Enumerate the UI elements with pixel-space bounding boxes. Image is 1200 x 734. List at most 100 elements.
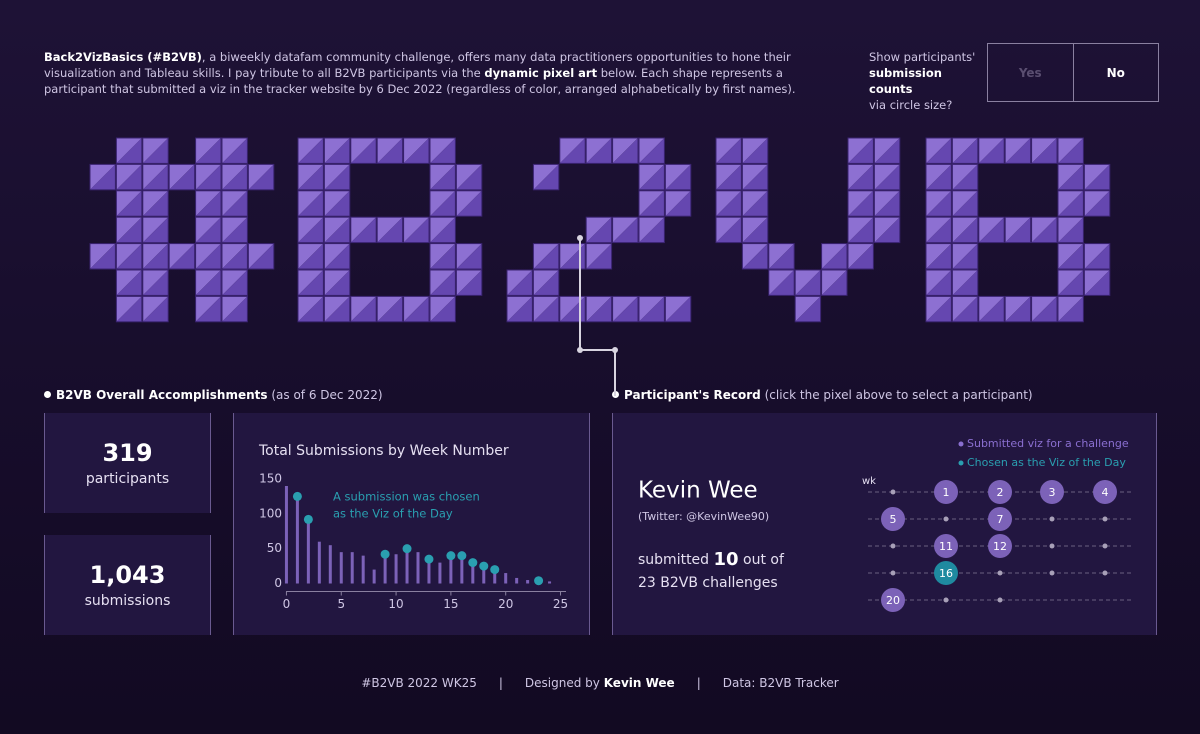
pixel[interactable] [715,163,742,191]
pixel[interactable] [664,295,692,323]
pixel[interactable] [585,243,613,270]
pixel[interactable] [612,295,639,323]
pixel[interactable] [715,137,742,164]
pixel[interactable] [741,137,769,164]
pixel[interactable] [115,163,143,191]
pixel[interactable] [559,243,586,270]
pixel[interactable] [195,137,222,164]
pixel[interactable] [1031,137,1058,164]
pixel[interactable] [585,216,613,244]
pixel[interactable] [638,295,665,323]
pixel[interactable] [195,269,222,296]
pixel[interactable] [429,137,456,164]
pixel[interactable] [925,269,952,296]
pixel[interactable] [1083,269,1111,296]
pixel[interactable] [115,295,143,323]
pixel[interactable] [664,190,692,217]
toggle-no[interactable]: No [1106,65,1125,80]
pixel[interactable] [951,163,979,191]
pixel[interactable] [429,216,456,244]
pixel[interactable] [1031,295,1058,323]
pixel[interactable] [221,190,248,217]
pixel[interactable] [323,137,351,164]
pixel[interactable] [455,190,483,217]
pixel[interactable] [323,295,351,323]
pixel[interactable] [1004,216,1032,244]
pixel[interactable] [925,190,952,217]
pixel[interactable] [142,216,169,244]
pixel[interactable] [925,243,952,270]
pixel[interactable] [455,243,483,270]
pixel[interactable] [585,295,613,323]
pixel[interactable] [951,137,979,164]
pixel[interactable] [115,137,143,164]
pixel[interactable] [297,190,324,217]
pixel[interactable] [323,216,351,244]
pixel[interactable] [142,295,169,323]
pixel[interactable] [1057,216,1084,244]
pixel[interactable] [142,243,169,270]
pixel[interactable] [1004,137,1032,164]
pixel[interactable] [297,163,324,191]
pixel[interactable] [89,243,116,270]
pixel[interactable] [403,137,430,164]
pixel[interactable] [741,216,769,244]
pixel[interactable] [403,216,430,244]
pixel[interactable] [1057,243,1084,270]
pixel[interactable] [142,137,169,164]
pixel[interactable] [847,216,874,244]
pixel[interactable] [873,137,901,164]
pixel[interactable] [978,295,1005,323]
pixel[interactable] [297,243,324,270]
pixel[interactable] [612,137,639,164]
pixel[interactable] [715,216,742,244]
pixel[interactable] [978,137,1005,164]
pixel[interactable] [741,190,769,217]
pixel[interactable] [951,269,979,296]
pixel[interactable] [429,295,456,323]
pixel[interactable] [1057,295,1084,323]
pixel[interactable] [297,216,324,244]
pixel[interactable] [741,243,769,270]
pixel[interactable] [951,190,979,217]
pixel[interactable] [297,295,324,323]
pixel[interactable] [638,216,665,244]
pixel[interactable] [821,269,848,296]
pixel[interactable] [532,295,560,323]
pixel[interactable] [715,190,742,217]
pixel[interactable] [323,243,351,270]
pixel[interactable] [115,216,143,244]
pixel[interactable] [559,137,586,164]
pixel[interactable] [873,216,901,244]
pixel[interactable] [350,295,377,323]
pixel[interactable] [638,163,665,191]
pixel[interactable] [873,190,901,217]
pixel[interactable] [1057,137,1084,164]
pixel[interactable] [1057,163,1084,191]
pixel[interactable] [532,243,560,270]
pixel[interactable] [142,269,169,296]
pixel[interactable] [794,269,822,296]
pixel[interactable] [221,243,248,270]
pixel[interactable] [1057,190,1084,217]
pixel[interactable] [115,190,143,217]
pixel[interactable] [559,295,586,323]
pixel[interactable] [221,295,248,323]
pixel[interactable] [585,137,613,164]
pixel[interactable] [142,163,169,191]
pixel[interactable] [376,216,404,244]
toggle-yes[interactable]: Yes [988,44,1074,101]
pixel[interactable] [532,269,560,296]
pixel[interactable] [1031,216,1058,244]
pixel[interactable] [195,295,222,323]
pixel[interactable] [247,243,275,270]
pixel[interactable] [768,243,795,270]
pixel[interactable] [350,137,377,164]
pixel[interactable] [951,243,979,270]
pixel[interactable] [429,243,456,270]
pixel[interactable] [925,163,952,191]
pixel[interactable] [323,269,351,296]
pixel[interactable] [847,163,874,191]
pixel[interactable] [168,243,196,270]
pixel[interactable] [532,163,560,191]
